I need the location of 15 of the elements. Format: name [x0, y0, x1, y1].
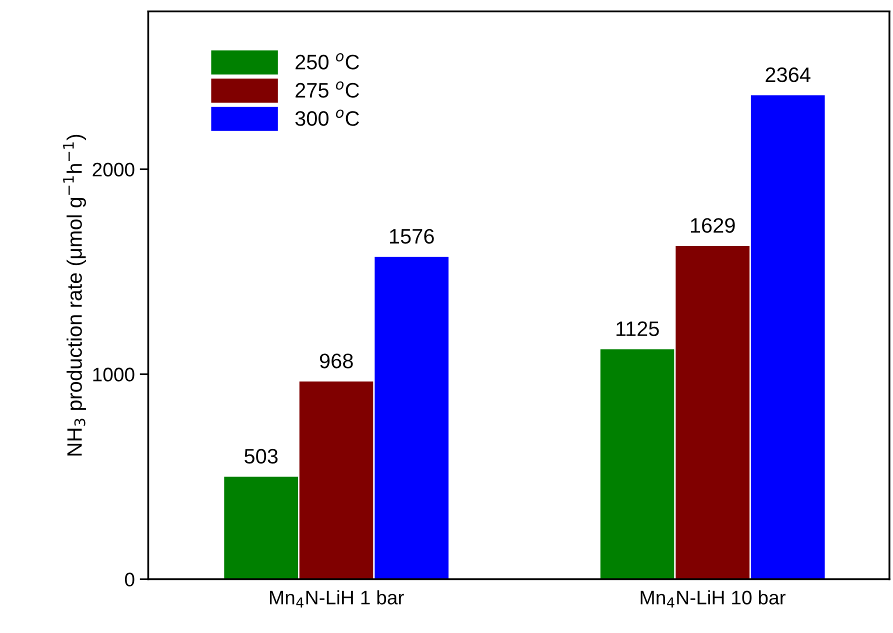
data-label: 1125 [616, 321, 659, 336]
legend-label: 250 $^{o}$C [296, 53, 360, 70]
data-label: 1576 [390, 228, 434, 244]
y-tick-label: 0 [124, 572, 134, 586]
x-tick-label: Mn$_{4}$N-LiH 1 bar [270, 590, 404, 608]
y-tick-label: 1000 [93, 368, 134, 382]
y-axis-title: NH$_{3}$ production rate (μmol g$^{−1}$h$^{−1}$) [63, 134, 86, 456]
legend-label: 300 $^{o}$C [295, 110, 360, 126]
data-label: 968 [320, 354, 353, 368]
data-label: 1629 [691, 218, 735, 233]
data-label: 503 [244, 448, 278, 464]
y-tick-label: 2000 [92, 162, 134, 176]
x-tick-label: Mn$_{4}$N-LiH 10 bar [640, 590, 786, 608]
legend-label: 275 $^{o}$C [296, 81, 360, 98]
data-label: 2364 [766, 67, 810, 82]
